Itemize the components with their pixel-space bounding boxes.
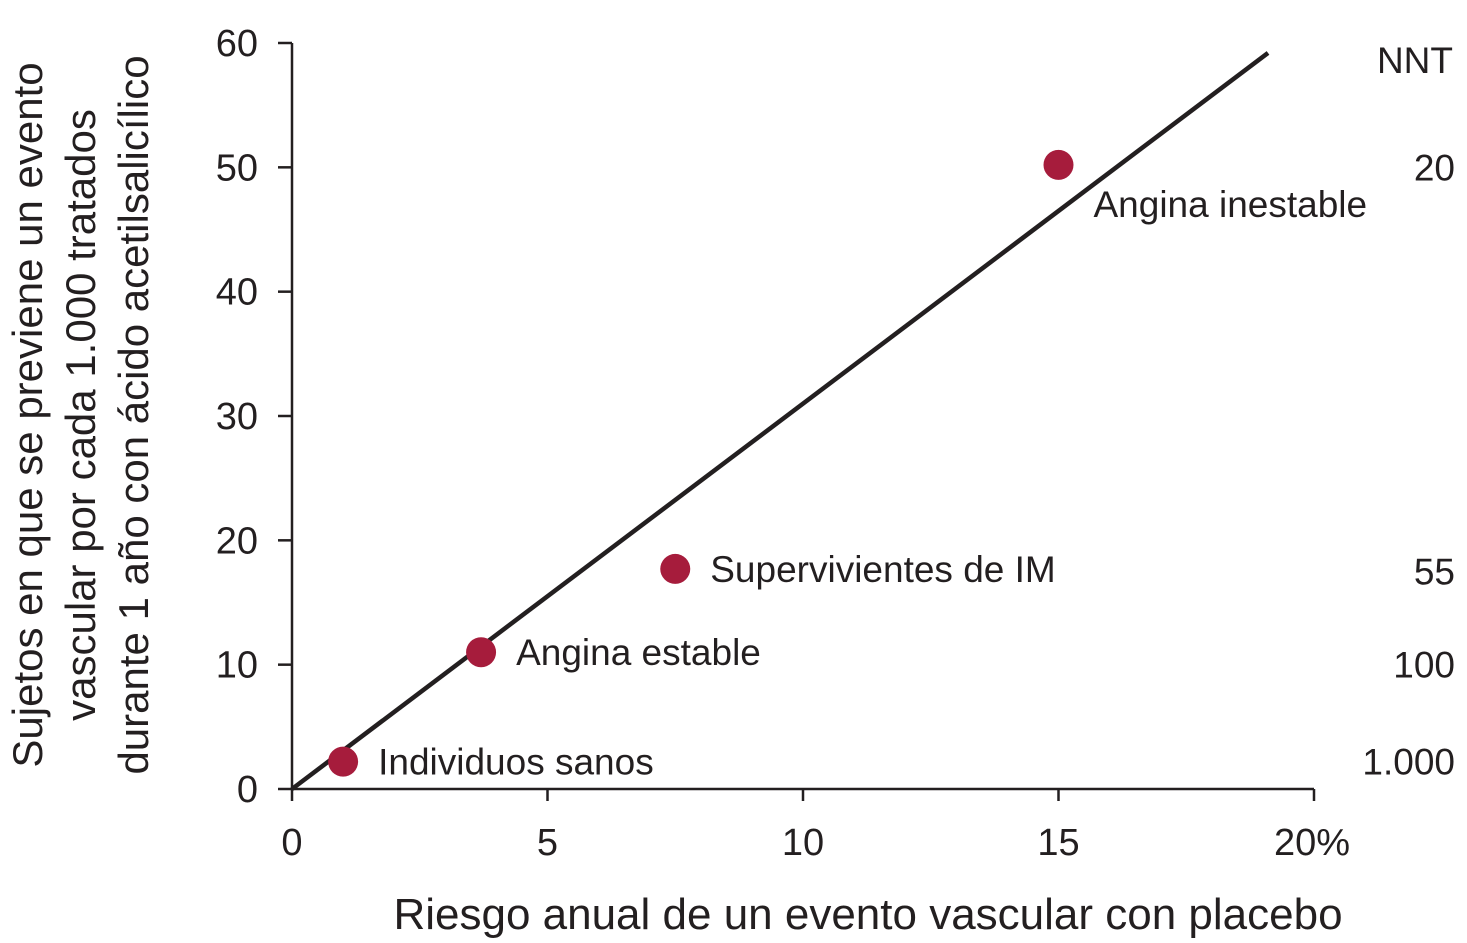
x-tick-label: 5 [537, 822, 558, 864]
y-tick-label: 0 [237, 769, 258, 811]
y-tick-label: 10 [216, 645, 258, 687]
point-labels: Individuos sanos Angina estable Supervivie… [378, 184, 1367, 783]
point-label: Individuos sanos [378, 742, 654, 783]
nnt-header: NNT [1377, 40, 1453, 81]
point-label: Supervivientes de IM [710, 549, 1056, 590]
nnt-column: NNT 1.000 100 55 20 [1362, 40, 1455, 783]
y-tick-label: 40 [216, 272, 258, 314]
y-axis-label-line-1: Sujetos en que se previene un evento [4, 62, 51, 767]
x-tick-label: 20% [1274, 822, 1350, 864]
nnt-value: 100 [1393, 645, 1455, 686]
y-axis-label-line-2: vascular por cada 1.000 tratados [57, 109, 104, 721]
y-ticks: 0 10 20 30 40 50 60 [216, 23, 292, 811]
x-ticks: 0 5 10 15 20% [281, 789, 1350, 864]
data-points [328, 149, 1074, 777]
data-point [1043, 149, 1074, 180]
trend-line [290, 51, 1270, 791]
data-point [328, 746, 359, 777]
data-point [466, 637, 497, 668]
nnt-value: 55 [1414, 551, 1455, 592]
x-axis-label: Riesgo anual de un evento vascular con p… [393, 890, 1342, 939]
x-tick-label: 0 [281, 822, 302, 864]
axes [290, 43, 1314, 791]
x-tick-label: 10 [782, 822, 824, 864]
y-axis-label: Sujetos en que se previene un evento vas… [4, 55, 157, 774]
y-tick-label: 20 [216, 520, 258, 562]
nnt-value: 1.000 [1362, 742, 1455, 783]
y-tick-label: 60 [216, 23, 258, 65]
point-label: Angina inestable [1094, 184, 1368, 225]
point-label: Angina estable [516, 632, 761, 673]
y-axis-label-line-3: durante 1 año con ácido acetilsalicílico [110, 55, 157, 774]
data-point [660, 553, 691, 584]
y-tick-label: 50 [216, 147, 258, 189]
x-tick-label: 15 [1037, 822, 1079, 864]
y-tick-label: 30 [216, 396, 258, 438]
nnt-value: 20 [1414, 147, 1455, 188]
